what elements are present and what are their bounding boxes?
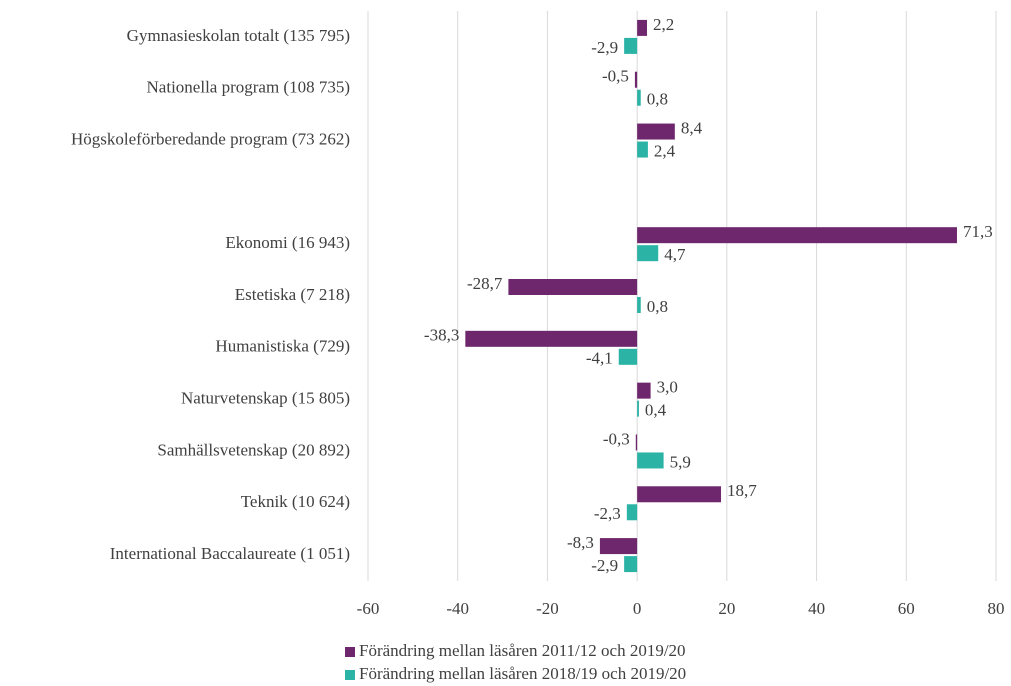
bar — [637, 141, 648, 158]
x-tick-label: 20 — [718, 599, 735, 618]
bar — [508, 279, 638, 295]
bar — [637, 245, 659, 262]
bar — [637, 123, 675, 140]
x-tick-label: -60 — [357, 599, 380, 618]
y-tick-label: Ekonomi (16 943) — [225, 233, 350, 252]
bar — [637, 400, 639, 417]
data-label: 5,9 — [670, 452, 691, 471]
data-label: 3,0 — [657, 378, 678, 397]
x-tick-label: 80 — [988, 599, 1005, 618]
data-label: -0,5 — [602, 67, 629, 86]
data-label: 18,7 — [727, 481, 757, 500]
data-label: -2,9 — [591, 556, 618, 575]
bar — [599, 538, 638, 555]
bar — [637, 452, 664, 469]
legend-label: Förändring mellan läsåren 2018/19 och 20… — [359, 664, 686, 683]
x-tick-label: 40 — [808, 599, 825, 618]
x-tick-label: -40 — [446, 599, 469, 618]
y-tick-label: Teknik (10 624) — [241, 492, 350, 511]
bar — [624, 37, 638, 54]
data-label: -0,3 — [603, 429, 630, 448]
y-tick-label: Högskoleförberedande program (73 262) — [71, 129, 350, 148]
y-tick-label: International Baccalaureate (1 051) — [110, 544, 350, 563]
bar — [635, 434, 638, 451]
data-label: 0,8 — [647, 297, 668, 316]
bar — [618, 348, 638, 365]
data-label: 0,4 — [645, 401, 667, 420]
data-label: 71,3 — [963, 222, 993, 241]
x-tick-label: 60 — [898, 599, 915, 618]
legend-swatch — [345, 670, 355, 680]
data-label: -2,9 — [591, 38, 618, 57]
data-label: -2,3 — [594, 504, 621, 523]
legend-swatch — [345, 647, 355, 657]
bar — [624, 556, 638, 573]
data-label: -4,1 — [586, 349, 613, 368]
bar — [637, 227, 957, 244]
bar — [637, 297, 641, 313]
x-tick-label: 0 — [633, 599, 642, 618]
y-tick-label: Naturvetenskap (15 805) — [181, 389, 350, 408]
bar — [626, 504, 638, 521]
bar — [637, 89, 641, 106]
bar — [637, 382, 651, 399]
data-label: 2,2 — [653, 15, 674, 34]
y-tick-label: Estetiska (7 218) — [235, 285, 350, 304]
data-label: 8,4 — [681, 118, 703, 137]
y-tick-label: Humanistiska (729) — [215, 337, 350, 356]
data-label: 0,8 — [647, 90, 668, 109]
legend-label: Förändring mellan läsåren 2011/12 och 20… — [359, 641, 686, 660]
bar — [637, 486, 722, 503]
x-tick-label: -20 — [536, 599, 559, 618]
y-tick-label: Nationella program (108 735) — [147, 78, 350, 97]
y-tick-label: Samhällsvetenskap (20 892) — [157, 440, 350, 459]
y-tick-label: Gymnasieskolan totalt (135 795) — [127, 26, 350, 45]
data-label: -38,3 — [424, 326, 459, 345]
bar — [634, 71, 638, 88]
bar — [465, 330, 638, 347]
data-label: -8,3 — [567, 533, 594, 552]
bar — [637, 19, 648, 36]
data-label: 2,4 — [654, 141, 676, 160]
data-label: -28,7 — [467, 274, 503, 293]
data-label: 4,7 — [664, 245, 686, 264]
